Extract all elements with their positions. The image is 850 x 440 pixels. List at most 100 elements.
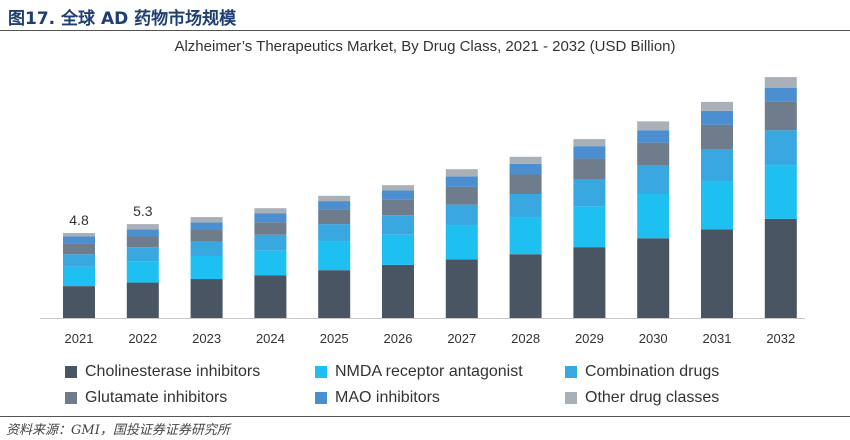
bar-segment: [254, 234, 287, 251]
bar-segment: [63, 254, 95, 267]
figure-title: 图17. 全球 AD 药物市场规模: [8, 9, 237, 29]
bar-segment: [445, 204, 478, 226]
bar-segment: [509, 254, 542, 318]
x-tick-label: 2029: [575, 331, 604, 346]
legend-item-glutamate: Glutamate inhibitors: [65, 388, 315, 408]
bar-segment: [445, 225, 478, 260]
x-tick-label: 2023: [192, 331, 221, 346]
bar-segment: [764, 87, 797, 102]
bar-segment: [573, 146, 606, 159]
bar-segment: [573, 206, 606, 248]
bar-segment: [126, 247, 159, 262]
bar-segment: [573, 247, 606, 318]
bar-segment: [63, 236, 95, 244]
bar-segment: [509, 174, 542, 194]
bar-segment: [63, 286, 95, 318]
bar-segment: [701, 181, 733, 230]
bar-segment: [254, 250, 287, 276]
bar-segment: [637, 165, 670, 194]
bar-segment: [126, 229, 159, 237]
bottom-divider: [0, 416, 850, 417]
x-tick-label: 2025: [320, 331, 349, 346]
bar-segment: [126, 236, 159, 248]
bar-segment: [445, 259, 478, 318]
bar-segment: [382, 264, 414, 318]
bar-segment: [382, 215, 414, 235]
legend-item-cholinesterase: Cholinesterase inhibitors: [65, 362, 315, 382]
bar-segment: [637, 194, 670, 239]
bar-segment: [764, 130, 797, 166]
bar-segment: [190, 229, 223, 242]
bar-segment: [254, 275, 287, 318]
chart-title: Alzheimer’s Therapeutics Market, By Drug…: [174, 38, 676, 55]
legend-swatch: [65, 392, 77, 404]
bar-segment: [573, 158, 606, 180]
x-tick-label: 2027: [447, 331, 476, 346]
bar-segment: [701, 229, 733, 318]
stacked-bar-chart: 4.8 2021 5.3 2022 2023 2024 2025 2026 2027 2028 20…: [40, 77, 805, 346]
bar-segment: [382, 234, 414, 265]
bar-segment: [637, 130, 670, 143]
bar-segment: [764, 101, 797, 131]
legend-swatch: [65, 366, 77, 378]
top-divider: [0, 30, 850, 31]
bar-segment: [764, 218, 797, 318]
bar-segment: [701, 101, 733, 111]
bar-segment: [63, 266, 95, 287]
x-tick-label: 2024: [256, 331, 285, 346]
bar-segment: [637, 238, 670, 318]
bar-segment: [190, 222, 223, 230]
bar-segment: [509, 156, 542, 164]
bar-segment: [126, 224, 159, 230]
bar-segment: [509, 163, 542, 175]
bar-segment: [701, 149, 733, 182]
source-note: 资料来源：GMI，国投证券证券研究所: [6, 423, 230, 438]
legend-swatch: [565, 392, 577, 404]
legend-label: Cholinesterase inhibitors: [85, 363, 261, 380]
data-label: 4.8: [69, 212, 89, 228]
bar-segment: [382, 190, 414, 200]
bar-segment: [126, 282, 159, 318]
legend-label: Other drug classes: [585, 389, 720, 406]
bar-segment: [573, 179, 606, 207]
bar-segment: [318, 195, 351, 202]
bar-segment: [318, 209, 351, 225]
x-tick-label: 2021: [65, 331, 94, 346]
legend-swatch: [565, 366, 577, 378]
legend-label: Glutamate inhibitors: [85, 389, 228, 406]
bar-segment: [63, 232, 95, 237]
bar-segment: [190, 279, 223, 318]
legend-label: NMDA receptor antagonist: [335, 363, 523, 380]
bar-segment: [701, 110, 733, 125]
legend-label: Combination drugs: [585, 363, 720, 380]
chart-legend: Cholinesterase inhibitors NMDA receptor …: [65, 362, 785, 408]
legend-item-mao: MAO inhibitors: [315, 388, 565, 408]
bar-segment: [254, 208, 287, 214]
legend-swatch: [315, 366, 327, 378]
bar-segment: [445, 169, 478, 177]
bar-segment: [254, 222, 287, 235]
bar-segment: [190, 256, 223, 280]
bar-segment: [637, 121, 670, 131]
bar-segment: [318, 241, 351, 271]
x-tick-label: 2022: [128, 331, 157, 346]
bar-segment: [509, 217, 542, 255]
x-tick-label: 2028: [511, 331, 540, 346]
x-tick-label: 2031: [703, 331, 732, 346]
bar-segment: [445, 186, 478, 205]
bar-segment: [190, 241, 223, 256]
bar-segment: [190, 217, 223, 223]
legend-item-other: Other drug classes: [565, 388, 785, 408]
bar-segment: [764, 77, 797, 88]
data-label: 5.3: [133, 203, 153, 219]
bar-segment: [254, 213, 287, 223]
bar-segment: [764, 165, 797, 219]
bar-segment: [445, 176, 478, 187]
bar-segment: [318, 201, 351, 210]
legend-item-combination: Combination drugs: [565, 362, 785, 382]
x-tick-label: 2030: [639, 331, 668, 346]
legend-swatch: [315, 392, 327, 404]
x-tick-label: 2032: [766, 331, 795, 346]
bar-segment: [637, 142, 670, 166]
bar-segment: [63, 243, 95, 255]
